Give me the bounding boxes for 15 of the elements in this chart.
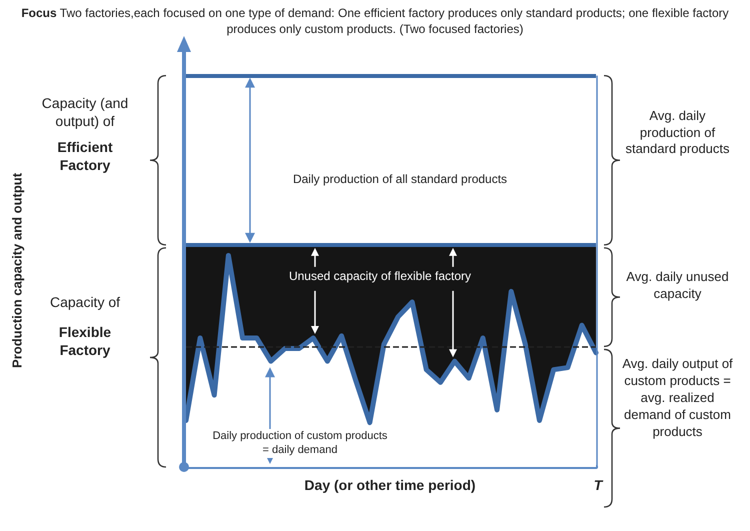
text: Production capacity and output [10,172,26,370]
x-axis-title: Day (or other time period) [303,476,477,494]
text: Avg. daily production of standard products [624,108,731,158]
text: Capacity (and output) of [40,94,130,130]
text: Focus [21,6,57,20]
annotation: Unused capacity of flexible factory [288,268,472,284]
text: Flexible Factory [58,322,112,360]
text: Capacity of [48,292,122,312]
annotation: Daily production of custom products = daily demand [210,429,390,458]
text: Avg. daily unused capacity [625,268,730,303]
text: Efficient Factory [56,138,114,174]
text: T [592,476,604,494]
text: Daily production of all standard products [292,172,508,188]
text: Avg. daily output of custom products = avg. realized demand of custom products [621,356,734,441]
chart-subtitle: Two factories,each focused on one type of demand: One efficient factory produces only standard products; one flexible factory produces only custom products. (Two focused factories) [60,6,729,36]
